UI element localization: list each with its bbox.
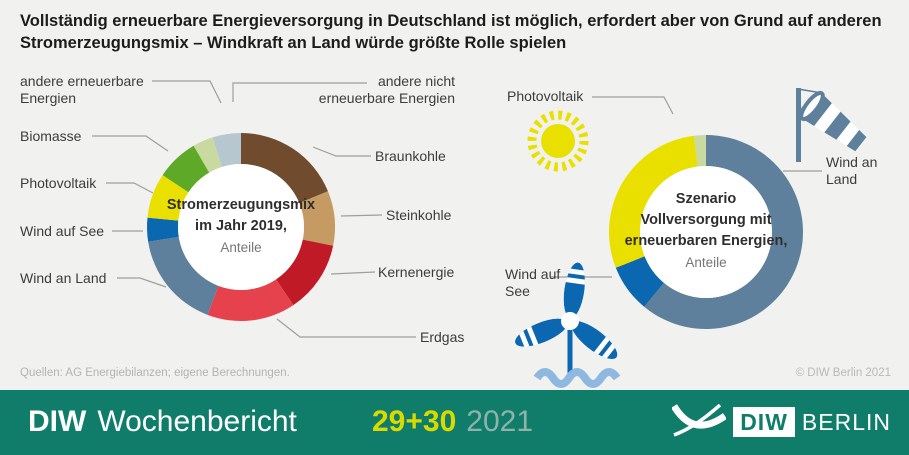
donut-chart-szenario (608, 135, 803, 329)
segment-biomasse (162, 145, 210, 193)
diw-logo-box: DIW (733, 407, 795, 437)
segment-steinkohle (299, 191, 336, 246)
label-photovoltaik-szenario: Photovoltaik (507, 88, 584, 104)
segment-kernenergie (276, 239, 334, 306)
segment-wind-auf-see (615, 256, 664, 307)
label-erdgas: Erdgas (420, 329, 465, 345)
publication-brand: DIW Wochenbericht (28, 405, 297, 439)
issue-number: 29+30 2021 (372, 405, 533, 439)
footer-bar: DIW Wochenbericht 29+30 2021 DIW BERLIN (0, 390, 909, 455)
segment-photovoltaik (147, 175, 189, 221)
issue-weeks: 29+30 (372, 405, 457, 438)
waves-icon (533, 368, 621, 388)
leader-lines (92, 80, 822, 338)
page-title-line2: Stromerzeugungsmix – Windkraft an Land w… (20, 34, 567, 52)
brand-wochenbericht: Wochenbericht (97, 405, 297, 438)
source-line: Quellen: AG Energiebilanzen; eigene Bere… (20, 367, 290, 379)
sun-icon (527, 110, 589, 172)
donut-2019-center-label: Stromerzeugungsmix im Jahr 2019, Anteile (156, 195, 326, 258)
segment-andere-erneuerbare-energien (693, 135, 706, 167)
issue-year: 2021 (466, 405, 534, 438)
label-wind-an-land-szenario: Wind an Land (826, 154, 878, 187)
segment-braunkohle (241, 133, 328, 204)
center-title-line: Vollversorgung mit (640, 212, 772, 228)
center-title-line: erneuerbaren Energien, (624, 233, 788, 249)
label-kernenergie: Kernenergie (378, 264, 455, 280)
donut-hole (178, 164, 304, 290)
label-wind-an-land: Wind an Land (20, 270, 107, 286)
label-steinkohle: Steinkohle (386, 207, 452, 223)
center-title-line: im Jahr 2019, (195, 218, 287, 234)
center-title-line: Szenario (675, 191, 737, 207)
offshore-wind-turbine-icon (508, 255, 635, 388)
label-biomasse: Biomasse (20, 128, 82, 144)
segment-wind-an-land (148, 236, 219, 315)
center-title-line: Stromerzeugungsmix (166, 197, 316, 213)
segment-wind-auf-see (146, 217, 179, 242)
diw-berlin-logo: DIW BERLIN (672, 404, 891, 440)
page-title-line1: Vollständig erneuerbare Energieversorgun… (20, 12, 882, 30)
donut-hole (640, 166, 772, 298)
label-wind-auf-see-szenario: Wind auf See (505, 266, 561, 299)
center-subtitle: Anteile (220, 240, 262, 255)
copyright-note: © DIW Berlin 2021 (795, 367, 891, 379)
diw-logo-berlin: BERLIN (801, 409, 891, 435)
segment-andere-erneuerbare-energien (193, 137, 222, 173)
segment-erdgas (207, 279, 294, 322)
diw-logo-swoosh-icon (672, 404, 727, 437)
segment-andere-nicht-erneuerbare-energien (212, 133, 241, 167)
brand-diw: DIW (28, 405, 87, 438)
label-andere-erneuerbare-energien: andere erneuerbare Energien (20, 73, 144, 106)
windsock-icon (796, 88, 867, 162)
label-andere-nicht-erneuerbare-energien: andere nicht erneuerbare Energien (318, 73, 455, 106)
label-wind-auf-see: Wind auf See (20, 223, 105, 239)
center-subtitle: Anteile (685, 255, 727, 270)
donut-chart-2019 (146, 133, 336, 322)
segment-photovoltaik (608, 135, 698, 268)
page-title: Vollständig erneuerbare Energieversorgun… (20, 10, 900, 54)
charts-graphic (92, 80, 867, 388)
label-photovoltaik: Photovoltaik (20, 175, 97, 191)
label-braunkohle: Braunkohle (375, 148, 446, 164)
donut-szenario-center-label: Szenario Vollversorgung mit erneuerbaren… (616, 189, 796, 273)
segment-wind-an-land (644, 135, 803, 329)
